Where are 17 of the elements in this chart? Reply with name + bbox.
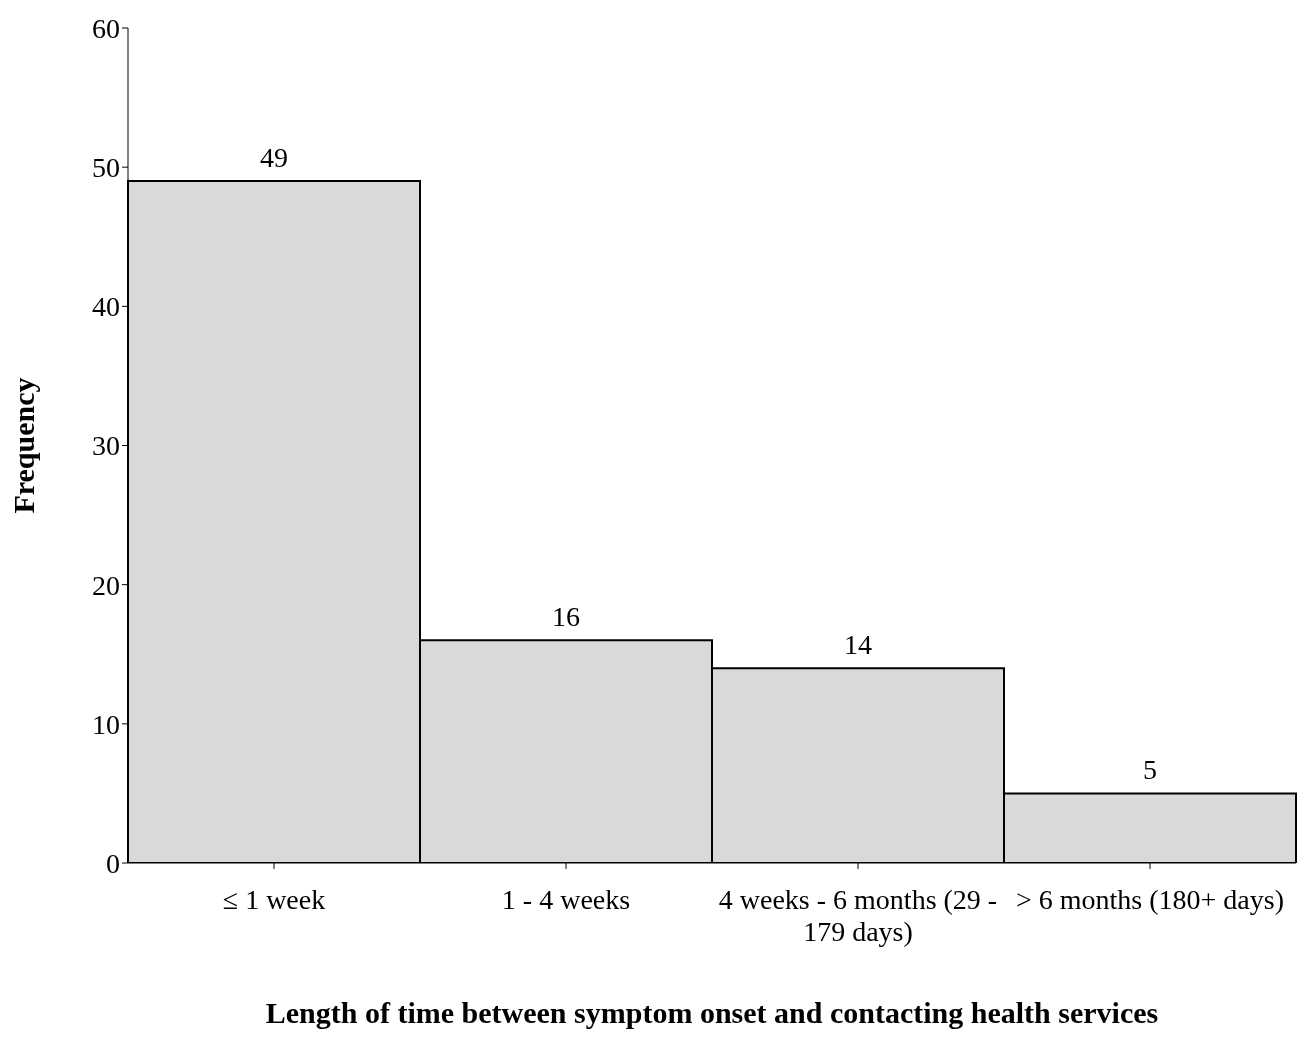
x-tick-label: ≤ 1 week <box>222 884 326 915</box>
y-axis-title: Frequency <box>6 377 40 514</box>
y-tick-label: 60 <box>92 12 120 44</box>
y-tick-label: 40 <box>92 291 120 323</box>
y-tick-label: 30 <box>92 430 120 462</box>
x-tick-label: 1 - 4 weeks <box>501 884 631 915</box>
y-tick-label: 50 <box>92 152 120 184</box>
data-label: 5 <box>1143 754 1157 786</box>
x-tick-label: > 6 months (180+ days) <box>1015 884 1285 915</box>
x-axis-title: Length of time between symptom onset and contacting health services <box>265 996 1159 1029</box>
y-tick-label: 20 <box>92 569 120 601</box>
data-label: 16 <box>552 601 580 633</box>
y-tick-label: 10 <box>92 708 120 740</box>
y-tick-label: 0 <box>106 847 120 879</box>
data-label: 49 <box>260 142 288 174</box>
x-tick-label: 4 weeks - 6 months (29 - 179 days) <box>718 884 998 947</box>
data-label: 14 <box>844 629 872 661</box>
